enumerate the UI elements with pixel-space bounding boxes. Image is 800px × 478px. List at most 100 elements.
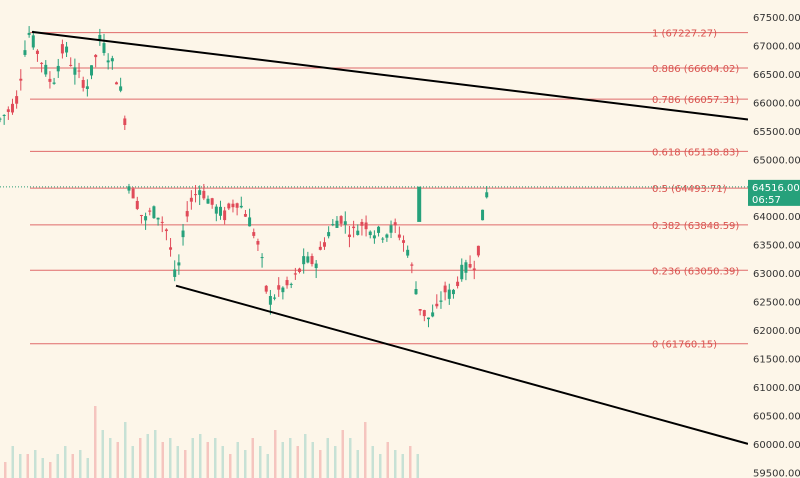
candle-body [160, 221, 164, 223]
y-tick-label: 66000.00 [753, 98, 800, 109]
volume-bar [64, 446, 67, 478]
candle-body [318, 246, 322, 250]
candle-body [339, 216, 343, 224]
candle-body [77, 70, 81, 72]
candle-body [156, 217, 160, 220]
candle-body [443, 285, 447, 293]
volume-bar [131, 446, 134, 478]
price-axis[interactable]: 67500.00 67000.00 66500.00 66000.00 65500.00… [748, 0, 800, 478]
candle-body [227, 203, 231, 209]
volume-bar [281, 442, 284, 478]
candle-body [27, 32, 31, 35]
candle-body [19, 78, 23, 81]
candle-body [377, 226, 381, 233]
volume-bar [41, 458, 44, 478]
candle-body [198, 190, 202, 195]
candle-body [10, 103, 14, 113]
candlesticks [0, 26, 489, 328]
candle-body [114, 82, 118, 85]
trend-channel[interactable] [31, 30, 749, 445]
candle-body [281, 287, 285, 293]
candle-body [277, 285, 281, 290]
volume-bar [311, 442, 314, 478]
volume-bar [56, 454, 59, 478]
candle-body [322, 242, 326, 247]
volume-bar [146, 434, 149, 478]
volume-bar [176, 446, 179, 478]
volume-bar [116, 442, 119, 478]
volume-bar [86, 458, 89, 478]
fib-level-label: 0.786 (66057.31) [652, 95, 739, 106]
fib-level-label: 0.382 (63848.59) [652, 221, 739, 232]
candle-body [35, 50, 39, 54]
candle-body [293, 273, 297, 275]
candle-body [347, 234, 351, 238]
candle-body [368, 231, 372, 236]
candle-body [289, 283, 293, 285]
volume-bar [184, 450, 187, 478]
volume-bar [326, 438, 329, 478]
volume-bar [236, 442, 239, 478]
candle-body [381, 238, 385, 240]
volume-bar [386, 442, 389, 478]
lower-channel-line[interactable] [175, 284, 749, 445]
volume-bar [229, 454, 232, 478]
volume-bar [124, 422, 127, 478]
candle-body [422, 310, 426, 317]
candle-body [73, 67, 77, 75]
candle-body [56, 65, 60, 72]
volume-bar [244, 450, 247, 478]
candle-body [144, 216, 148, 221]
fib-level-label: 0 (61760.15) [652, 340, 717, 351]
candle-body [206, 198, 210, 204]
volume-bar [364, 422, 367, 478]
fibonacci-retracement[interactable]: 1 (67227.27) 0.886 (66604.02) 0.786 (66057… [0, 29, 748, 351]
candle-body [40, 62, 44, 64]
volume-bar [94, 406, 97, 478]
candle-body [248, 217, 252, 227]
volume-bar [394, 450, 397, 478]
candle-body [60, 44, 64, 54]
candle-body [302, 256, 306, 265]
candle-body [310, 256, 314, 265]
candle-body [102, 43, 106, 53]
volume-bar [379, 454, 382, 478]
volume-bar [49, 462, 52, 478]
volume-bar [109, 438, 112, 478]
candle-body [6, 109, 10, 112]
candle-body [243, 214, 247, 217]
volume-bar [191, 438, 194, 478]
candle-body [2, 114, 6, 116]
volume-bar [356, 450, 359, 478]
candle-body [393, 222, 397, 226]
candle-body [81, 79, 85, 88]
candle-body [343, 221, 347, 225]
candle-body [327, 232, 331, 237]
candle-body [98, 34, 102, 42]
candle-body [476, 245, 480, 256]
volume-bar [266, 454, 269, 478]
candle-body [335, 220, 339, 228]
candle-body [218, 206, 222, 216]
candle-body [48, 78, 52, 82]
candle-body [298, 268, 302, 272]
candle-body [485, 192, 489, 198]
candle-body [15, 96, 19, 104]
volume-bar [274, 430, 277, 478]
candle-body [451, 289, 455, 295]
candle-countdown: 06:57 [752, 195, 781, 206]
candle-body [85, 86, 89, 89]
candle-body [189, 197, 193, 202]
candle-body [0, 118, 2, 120]
candle-body [127, 186, 131, 191]
candle-body [110, 58, 114, 62]
volume-bar [139, 438, 142, 478]
candle-body [306, 256, 310, 263]
candle-body [106, 60, 110, 63]
upper-channel-line[interactable] [31, 30, 749, 121]
y-tick-label: 66500.00 [753, 70, 800, 81]
candle-body [435, 303, 439, 307]
fib-level-label: 0.236 (63050.39) [652, 266, 739, 277]
y-tick-label: 59500.00 [753, 468, 800, 478]
